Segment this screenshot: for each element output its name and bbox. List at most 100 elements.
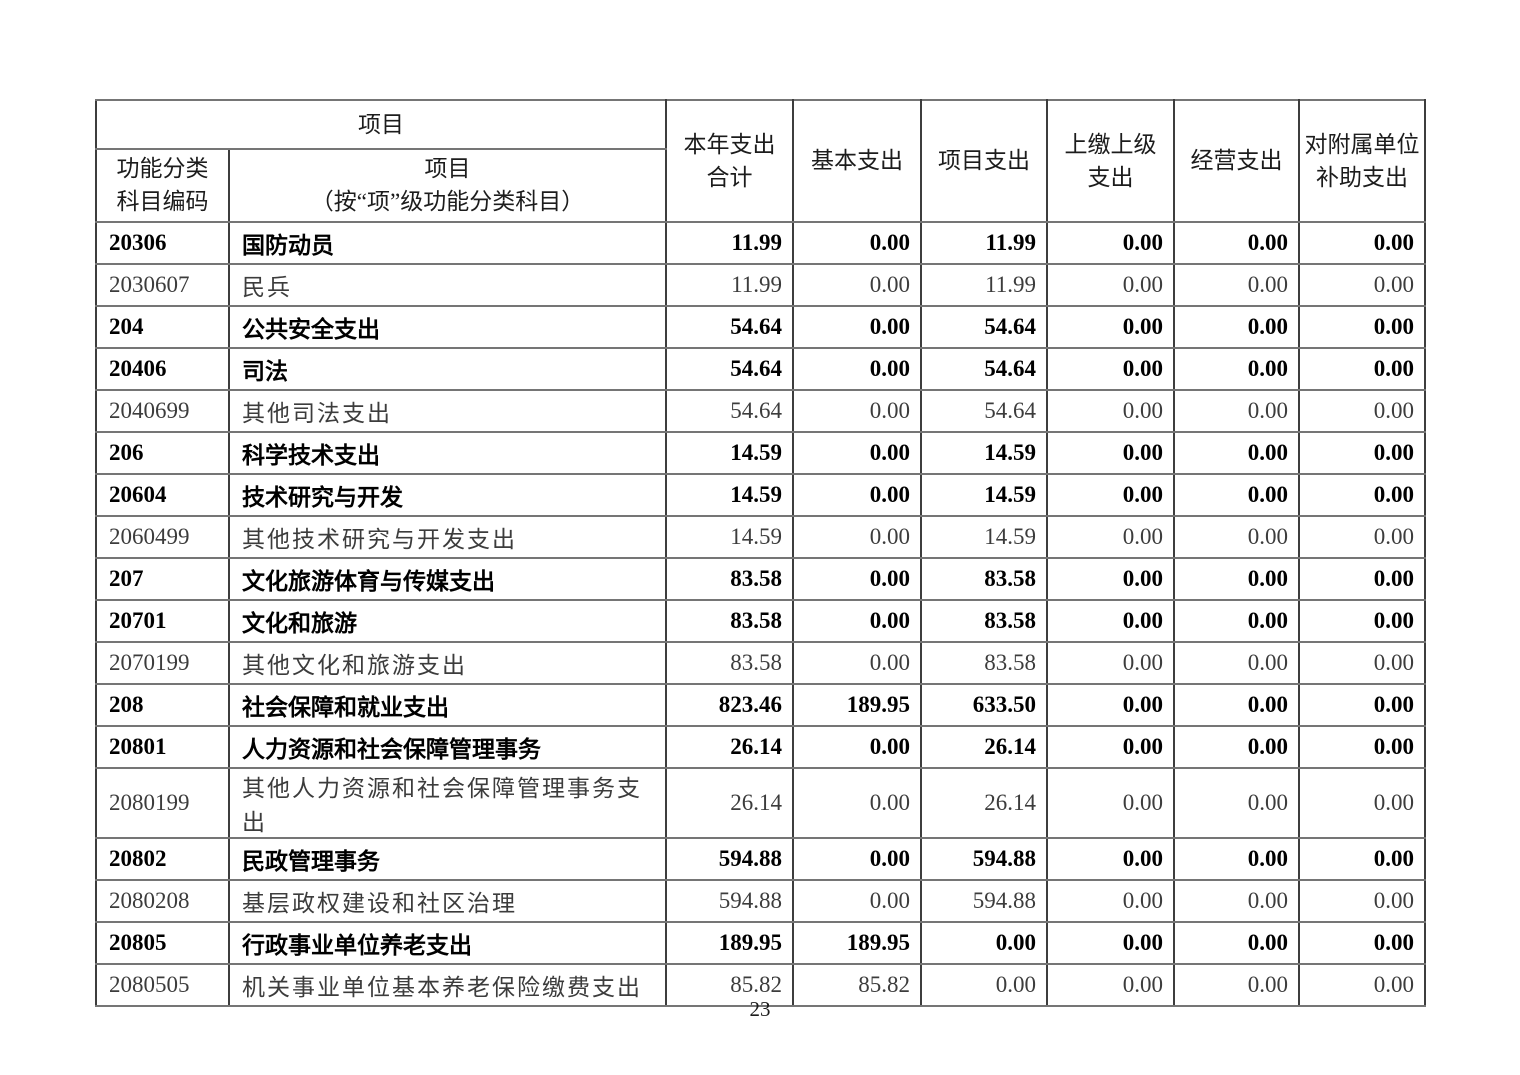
basic-expense-cell: 0.00	[792, 598, 922, 643]
operating-expense-cell: 0.00	[1173, 472, 1300, 517]
table-row: 2060499 其他技术研究与开发支出 14.59 0.00 14.59 0.00 0.00…	[95, 514, 1426, 559]
subsidy-expense-cell: 0.00	[1298, 878, 1426, 923]
total-expense-cell: 594.88	[665, 878, 794, 923]
code-cell: 20801	[95, 724, 230, 769]
upper-payment-cell: 0.00	[1046, 724, 1175, 769]
basic-expense-cell: 0.00	[792, 220, 922, 265]
code-cell: 2080208	[95, 878, 230, 923]
table-row: 206 科学技术支出 14.59 0.00 14.59 0.00 0.00 0.00	[95, 430, 1426, 475]
project-expense-cell: 11.99	[920, 220, 1048, 265]
table-body: 20306 国防动员 11.99 0.00 11.99 0.00 0.00 0.00 20306…	[95, 220, 1426, 1007]
total-expense-cell: 594.88	[665, 836, 794, 881]
item-name-cell: 行政事业单位养老支出	[228, 920, 667, 965]
table-row: 208 社会保障和就业支出 823.46 189.95 633.50 0.00 0.00 0.…	[95, 682, 1426, 727]
operating-expense-cell: 0.00	[1173, 836, 1300, 881]
item-name-cell: 公共安全支出	[228, 304, 667, 349]
total-expense-cell: 26.14	[665, 724, 794, 769]
subsidy-expense-cell: 0.00	[1298, 262, 1426, 307]
item-name-cell: 人力资源和社会保障管理事务	[228, 724, 667, 769]
project-expense-cell: 54.64	[920, 304, 1048, 349]
subsidy-expense-cell: 0.00	[1298, 724, 1426, 769]
basic-expense-cell: 0.00	[792, 766, 922, 839]
subsidy-expense-cell: 0.00	[1298, 472, 1426, 517]
basic-expense-cell: 0.00	[792, 346, 922, 391]
subsidy-expense-cell: 0.00	[1298, 388, 1426, 433]
project-expense-cell: 14.59	[920, 430, 1048, 475]
upper-payment-cell: 0.00	[1046, 920, 1175, 965]
budget-table: 项目 本年支出 合计 基本支出 项目支出 上缴上级 支出 经营支出 对附属单位 …	[95, 99, 1426, 1007]
total-expense-cell: 14.59	[665, 472, 794, 517]
operating-expense-cell: 0.00	[1173, 962, 1300, 1007]
table-row: 20701 文化和旅游 83.58 0.00 83.58 0.00 0.00 0.00	[95, 598, 1426, 643]
code-cell: 2080505	[95, 962, 230, 1007]
table-row: 204 公共安全支出 54.64 0.00 54.64 0.00 0.00 0.00	[95, 304, 1426, 349]
item-name-cell: 社会保障和就业支出	[228, 682, 667, 727]
total-expense-cell: 14.59	[665, 514, 794, 559]
project-expense-cell: 54.64	[920, 388, 1048, 433]
item-name-cell: 文化和旅游	[228, 598, 667, 643]
table-row: 20306 国防动员 11.99 0.00 11.99 0.00 0.00 0.00	[95, 220, 1426, 265]
project-expense-cell: 0.00	[920, 920, 1048, 965]
operating-expense-cell: 0.00	[1173, 682, 1300, 727]
subsidy-expense-cell: 0.00	[1298, 430, 1426, 475]
subsidy-expense-cell: 0.00	[1298, 220, 1426, 265]
header-subsidy-expense: 对附属单位 补助支出	[1298, 99, 1426, 223]
project-expense-cell: 83.58	[920, 640, 1048, 685]
table-row: 20805 行政事业单位养老支出 189.95 189.95 0.00 0.00 0.00 0…	[95, 920, 1426, 965]
subsidy-expense-cell: 0.00	[1298, 640, 1426, 685]
table-row: 20406 司法 54.64 0.00 54.64 0.00 0.00 0.00	[95, 346, 1426, 391]
subsidy-expense-cell: 0.00	[1298, 962, 1426, 1007]
operating-expense-cell: 0.00	[1173, 598, 1300, 643]
operating-expense-cell: 0.00	[1173, 920, 1300, 965]
code-cell: 208	[95, 682, 230, 727]
header-total-expense: 本年支出 合计	[665, 99, 794, 223]
project-expense-cell: 26.14	[920, 724, 1048, 769]
operating-expense-cell: 0.00	[1173, 878, 1300, 923]
item-name-cell: 技术研究与开发	[228, 472, 667, 517]
table-row: 2080199 其他人力资源和社会保障管理事务支出 26.14 0.00 26.14 0.…	[95, 766, 1426, 839]
basic-expense-cell: 0.00	[792, 878, 922, 923]
table-header: 项目 本年支出 合计 基本支出 项目支出 上缴上级 支出 经营支出 对附属单位 …	[95, 99, 1426, 223]
item-name-cell: 其他技术研究与开发支出	[228, 514, 667, 559]
table-row: 20604 技术研究与开发 14.59 0.00 14.59 0.00 0.00 0.00	[95, 472, 1426, 517]
code-cell: 206	[95, 430, 230, 475]
operating-expense-cell: 0.00	[1173, 724, 1300, 769]
subsidy-expense-cell: 0.00	[1298, 346, 1426, 391]
project-expense-cell: 11.99	[920, 262, 1048, 307]
project-expense-cell: 594.88	[920, 836, 1048, 881]
total-expense-cell: 83.58	[665, 640, 794, 685]
project-expense-cell: 0.00	[920, 962, 1048, 1007]
upper-payment-cell: 0.00	[1046, 514, 1175, 559]
item-name-cell: 其他文化和旅游支出	[228, 640, 667, 685]
total-expense-cell: 26.14	[665, 766, 794, 839]
upper-payment-cell: 0.00	[1046, 682, 1175, 727]
total-expense-cell: 189.95	[665, 920, 794, 965]
basic-expense-cell: 85.82	[792, 962, 922, 1007]
total-expense-cell: 54.64	[665, 304, 794, 349]
table-row: 2080505 机关事业单位基本养老保险缴费支出 85.82 85.82 0.00 0.0…	[95, 962, 1426, 1007]
upper-payment-cell: 0.00	[1046, 962, 1175, 1007]
upper-payment-cell: 0.00	[1046, 836, 1175, 881]
basic-expense-cell: 189.95	[792, 920, 922, 965]
item-name-cell: 机关事业单位基本养老保险缴费支出	[228, 962, 667, 1007]
project-expense-cell: 14.59	[920, 514, 1048, 559]
subsidy-expense-cell: 0.00	[1298, 514, 1426, 559]
total-expense-cell: 11.99	[665, 262, 794, 307]
upper-payment-cell: 0.00	[1046, 878, 1175, 923]
upper-payment-cell: 0.00	[1046, 220, 1175, 265]
subsidy-expense-cell: 0.00	[1298, 682, 1426, 727]
basic-expense-cell: 0.00	[792, 836, 922, 881]
code-cell: 204	[95, 304, 230, 349]
header-row-top: 项目 本年支出 合计 基本支出 项目支出 上缴上级 支出 经营支出 对附属单位 …	[95, 99, 1426, 223]
table-row: 2030607 民兵 11.99 0.00 11.99 0.00 0.00 0.00	[95, 262, 1426, 307]
subsidy-expense-cell: 0.00	[1298, 766, 1426, 839]
total-expense-cell: 83.58	[665, 556, 794, 601]
header-upper-payment: 上缴上级 支出	[1046, 99, 1175, 223]
code-cell: 20802	[95, 836, 230, 881]
operating-expense-cell: 0.00	[1173, 388, 1300, 433]
item-name-cell: 基层政权建设和社区治理	[228, 878, 667, 923]
code-cell: 20805	[95, 920, 230, 965]
operating-expense-cell: 0.00	[1173, 556, 1300, 601]
header-item-by-level: 项目 （按“项”级功能分类科目）	[228, 148, 667, 223]
code-cell: 20406	[95, 346, 230, 391]
